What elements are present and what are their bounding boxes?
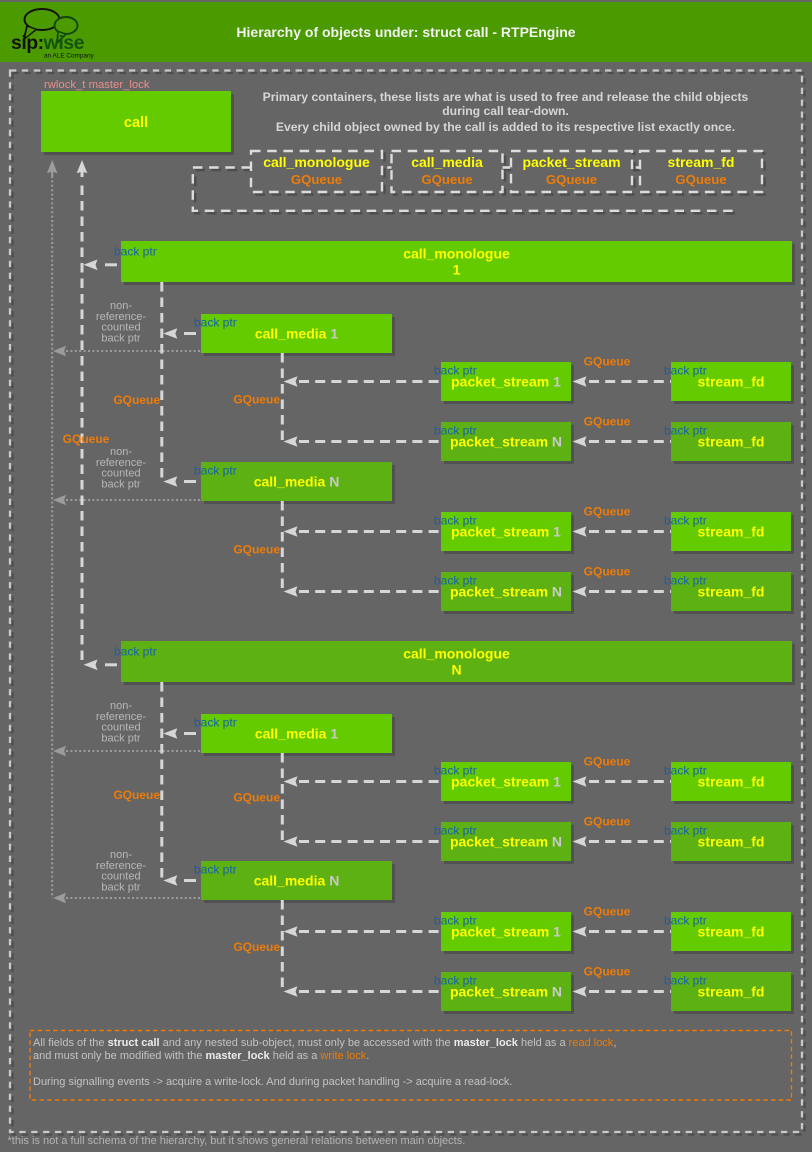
svg-text:GQueue: GQueue <box>233 940 280 954</box>
svg-text:call_media N: call_media N <box>254 474 340 490</box>
svg-text:call_monologue: call_monologue <box>263 154 370 170</box>
svg-text:GQueue: GQueue <box>291 172 342 187</box>
svg-text:GQueue: GQueue <box>113 788 160 802</box>
svg-text:GQueue: GQueue <box>421 172 472 187</box>
svg-text:back ptr: back ptr <box>434 364 477 378</box>
svg-text:call_media 1: call_media 1 <box>255 326 339 342</box>
svg-text:GQueue: GQueue <box>584 815 631 829</box>
svg-text:back ptr: back ptr <box>434 424 477 438</box>
svg-text:GQueue: GQueue <box>63 432 110 446</box>
svg-text:packet_stream N: packet_stream N <box>450 434 562 450</box>
svg-text:back ptr: back ptr <box>114 645 157 659</box>
svg-text:GQueue: GQueue <box>584 505 631 519</box>
svg-text:rwlock_t master_lock: rwlock_t master_lock <box>44 79 150 91</box>
svg-text:non-: non- <box>110 446 132 458</box>
svg-text:back ptr: back ptr <box>434 574 477 588</box>
svg-text:stream_fd: stream_fd <box>698 434 765 450</box>
svg-text:back ptr: back ptr <box>664 974 707 988</box>
svg-text:GQueue: GQueue <box>584 905 631 919</box>
svg-text:reference-: reference- <box>96 311 146 323</box>
svg-text:back ptr: back ptr <box>194 316 237 330</box>
svg-text:stream_fd: stream_fd <box>668 154 735 170</box>
svg-text:reference-: reference- <box>96 860 146 872</box>
svg-text:back ptr: back ptr <box>664 574 707 588</box>
svg-text:GQueue: GQueue <box>675 172 726 187</box>
svg-text:stream_fd: stream_fd <box>698 834 765 850</box>
svg-text:stream_fd: stream_fd <box>698 374 765 390</box>
svg-text:GQueue: GQueue <box>546 172 597 187</box>
svg-text:packet_stream 1: packet_stream 1 <box>451 524 561 540</box>
svg-text:back ptr: back ptr <box>101 732 140 744</box>
svg-text:packet_stream 1: packet_stream 1 <box>451 774 561 790</box>
svg-text:back ptr: back ptr <box>194 464 237 478</box>
svg-text:back ptr: back ptr <box>434 764 477 778</box>
svg-text:stream_fd: stream_fd <box>698 774 765 790</box>
svg-text:packet_stream N: packet_stream N <box>450 834 562 850</box>
svg-text:back ptr: back ptr <box>664 514 707 528</box>
svg-text:counted: counted <box>101 322 140 334</box>
svg-text:GQueue: GQueue <box>584 565 631 579</box>
svg-text:call: call <box>124 115 148 131</box>
svg-text:reference-: reference- <box>96 711 146 723</box>
svg-text:GQueue: GQueue <box>584 355 631 369</box>
svg-text:N: N <box>451 662 461 678</box>
svg-text:back ptr: back ptr <box>101 478 140 490</box>
svg-text:stream_fd: stream_fd <box>698 524 765 540</box>
svg-text:stream_fd: stream_fd <box>698 984 765 1000</box>
svg-text:packet_stream 1: packet_stream 1 <box>451 374 561 390</box>
svg-text:GQueue: GQueue <box>584 965 631 979</box>
svg-text:call_media 1: call_media 1 <box>255 726 339 742</box>
svg-text:GQueue: GQueue <box>584 755 631 769</box>
svg-text:packet_stream N: packet_stream N <box>450 984 562 1000</box>
svg-text:reference-: reference- <box>96 457 146 469</box>
svg-text:back ptr: back ptr <box>194 863 237 877</box>
svg-text:back ptr: back ptr <box>434 974 477 988</box>
svg-text:1: 1 <box>453 262 461 278</box>
svg-text:GQueue: GQueue <box>113 393 160 407</box>
svg-text:counted: counted <box>101 871 140 883</box>
svg-text:counted: counted <box>101 468 140 480</box>
svg-text:stream_fd: stream_fd <box>698 924 765 940</box>
svg-text:back ptr: back ptr <box>664 364 707 378</box>
svg-text:packet_stream 1: packet_stream 1 <box>451 924 561 940</box>
svg-text:call_media: call_media <box>411 154 483 170</box>
svg-text:non-: non- <box>110 300 132 312</box>
svg-text:back ptr: back ptr <box>101 332 140 344</box>
svg-text:back ptr: back ptr <box>664 824 707 838</box>
svg-text:back ptr: back ptr <box>664 764 707 778</box>
svg-text:back ptr: back ptr <box>194 716 237 730</box>
svg-text:non-: non- <box>110 700 132 712</box>
svg-text:packet_stream: packet_stream <box>522 154 620 170</box>
svg-text:back ptr: back ptr <box>101 881 140 893</box>
svg-text:back ptr: back ptr <box>434 824 477 838</box>
svg-text:sip:wise: sip:wise <box>11 32 85 54</box>
svg-text:back ptr: back ptr <box>664 424 707 438</box>
svg-text:GQueue: GQueue <box>233 393 280 407</box>
svg-text:back ptr: back ptr <box>114 245 157 259</box>
svg-text:back ptr: back ptr <box>434 514 477 528</box>
svg-text:an ALE Company: an ALE Company <box>44 53 95 60</box>
svg-text:counted: counted <box>101 722 140 734</box>
svg-text:GQueue: GQueue <box>233 543 280 557</box>
svg-text:back ptr: back ptr <box>434 914 477 928</box>
svg-text:GQueue: GQueue <box>584 415 631 429</box>
svg-text:call_media N: call_media N <box>254 873 340 889</box>
svg-text:GQueue: GQueue <box>233 791 280 805</box>
svg-text:back ptr: back ptr <box>664 914 707 928</box>
svg-text:packet_stream N: packet_stream N <box>450 584 562 600</box>
svg-text:stream_fd: stream_fd <box>698 584 765 600</box>
svg-text:non-: non- <box>110 849 132 861</box>
svg-text:call_monologue: call_monologue <box>403 646 510 662</box>
svg-text:call_monologue: call_monologue <box>403 246 510 262</box>
